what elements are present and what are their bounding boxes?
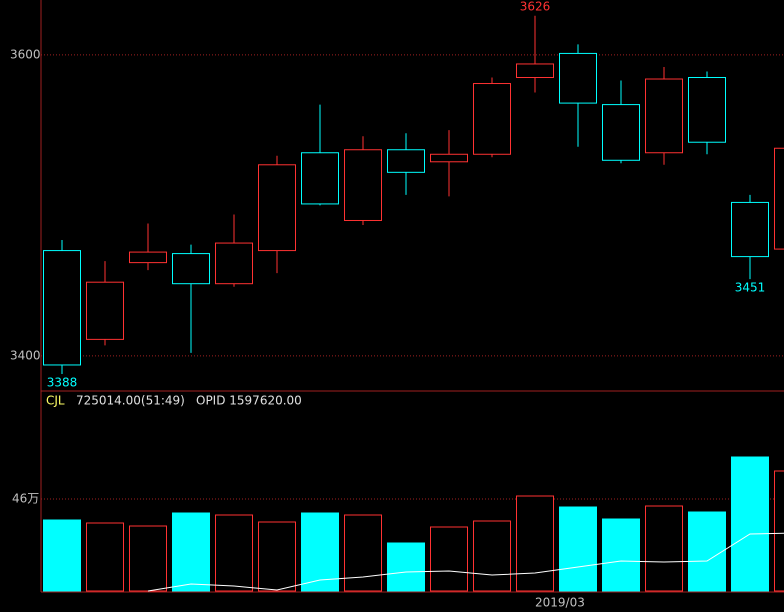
volume-bar (387, 542, 425, 592)
volume-bar (172, 512, 210, 592)
candle-body (473, 83, 511, 155)
volume-bar (559, 506, 597, 592)
y-tick-label: 3400 (10, 348, 41, 362)
candle-body (86, 281, 124, 340)
volume-bar (86, 522, 124, 592)
volume-bar (516, 495, 554, 592)
annotation: 3388 (47, 375, 78, 389)
volume-bar (301, 512, 339, 592)
legend-label: CJL (46, 394, 65, 408)
candle-body (129, 251, 167, 264)
y-tick-label: 3600 (10, 47, 41, 61)
volume-bar (602, 518, 640, 592)
candle-body (774, 147, 784, 250)
candle-body (602, 104, 640, 161)
annotation: 3626 (520, 0, 551, 13)
candle-body (172, 253, 210, 285)
candle-body (688, 77, 726, 143)
candle-body (559, 52, 597, 104)
candle-body (215, 242, 253, 285)
volume-bar (258, 521, 296, 592)
volume-bar (430, 526, 468, 592)
volume-bar (774, 470, 784, 592)
candle-body (645, 78, 683, 154)
candle-body (387, 149, 425, 173)
legend-value: 725014.00(51:49) (76, 394, 185, 408)
volume-line (147, 532, 784, 592)
volume-bar (129, 525, 167, 592)
volume-bar (688, 511, 726, 592)
annotation: 3451 (735, 281, 766, 295)
candle-body (43, 250, 81, 366)
volume-bar (215, 514, 253, 592)
candle-body (516, 63, 554, 79)
candle-body (344, 149, 382, 221)
legend-label: OPID 1597620.00 (196, 394, 302, 408)
x-tick-label: 2019/03 (535, 596, 585, 610)
candle-body (430, 153, 468, 163)
volume-bar (473, 520, 511, 592)
volume-bar (645, 505, 683, 592)
candle-body (731, 201, 769, 258)
y-tick-label: 46万 (12, 492, 39, 506)
candle-body (301, 152, 339, 205)
volume-bar (344, 514, 382, 592)
candle-body (258, 164, 296, 252)
volume-bar (731, 456, 769, 592)
volume-bar (43, 519, 81, 592)
